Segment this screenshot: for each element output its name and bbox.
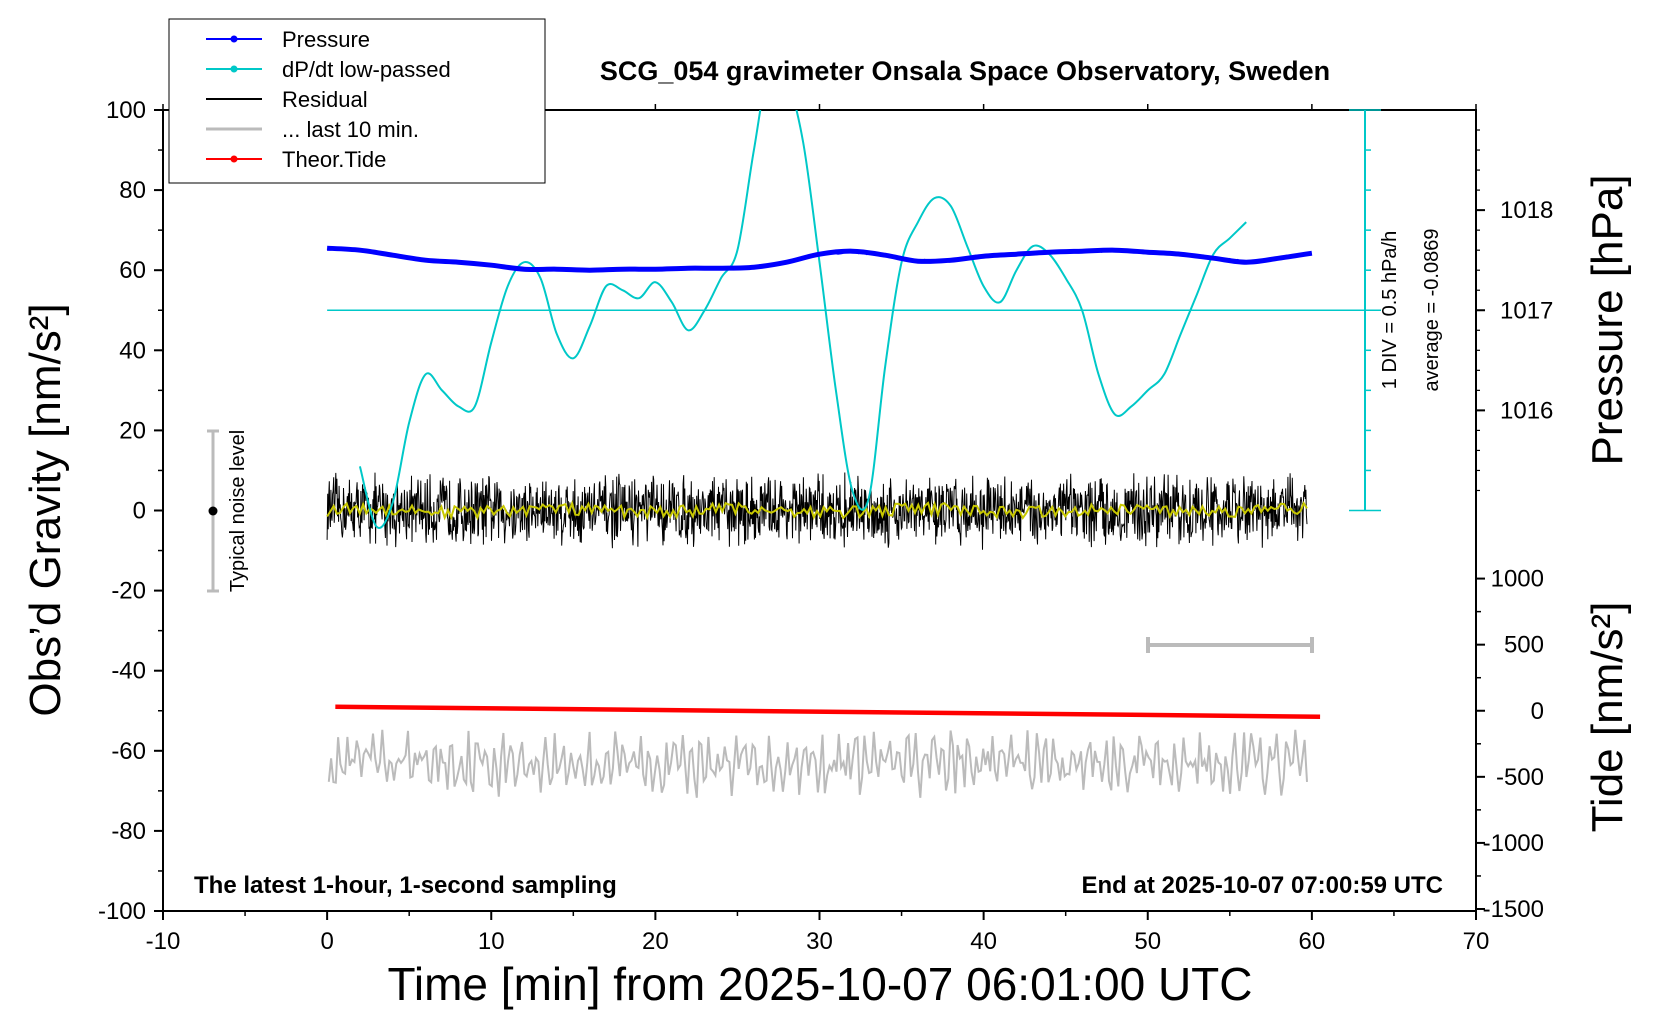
gravity-tick-label: 40 bbox=[119, 337, 146, 364]
dpdt-scale-label: 1 DIV = 0.5 hPa/h bbox=[1379, 231, 1401, 389]
x-tick-label: 30 bbox=[806, 928, 833, 955]
series-layer bbox=[326, 110, 1381, 798]
tide-tick-label: 500 bbox=[1504, 632, 1544, 659]
tide-tick-label: -500 bbox=[1496, 764, 1544, 791]
gravity-tick-label: -80 bbox=[111, 818, 146, 845]
gravity-tick-label: -60 bbox=[111, 738, 146, 765]
last-10-min-line bbox=[327, 729, 1308, 798]
typical-noise-marker bbox=[207, 429, 219, 593]
residual-smoothed-line bbox=[326, 500, 1308, 521]
x-axis-label: Time [min] from 2025-10-07 06:01:00 UTC bbox=[388, 958, 1253, 1010]
x-axis-ticks: -10 0 10 20 30 40 50 60 70 bbox=[146, 104, 1490, 955]
gravity-tick-label: -20 bbox=[111, 578, 146, 605]
gravity-axis-label: Obs’d Gravity [nm/s²] bbox=[21, 303, 70, 716]
x-tick-label: 40 bbox=[970, 928, 997, 955]
gravity-tick-label: -40 bbox=[111, 658, 146, 685]
x-tick-label: -10 bbox=[146, 928, 181, 955]
tide-axis-ticks: 1000 500 0 -500 -1000 -1500 bbox=[1476, 566, 1544, 923]
gravity-tick-label: -100 bbox=[98, 898, 146, 925]
pressure-tick-label: 1018 bbox=[1500, 197, 1553, 224]
legend-marker bbox=[230, 155, 238, 163]
gravity-tick-label: 60 bbox=[119, 257, 146, 284]
pressure-axis-ticks: 1018 1017 1016 bbox=[1476, 129, 1553, 492]
legend-marker bbox=[230, 65, 238, 73]
pressure-jitter-line bbox=[326, 246, 1312, 272]
bottom-right-note: End at 2025-10-07 07:00:59 UTC bbox=[1082, 872, 1444, 899]
gravity-tick-label: 100 bbox=[106, 97, 146, 124]
residual-line bbox=[326, 472, 1308, 550]
tide-tick-label: 1000 bbox=[1491, 566, 1544, 593]
x-tick-label: 70 bbox=[1463, 928, 1490, 955]
legend-label: ... last 10 min. bbox=[282, 117, 419, 142]
tide-tick-label: -1000 bbox=[1483, 830, 1544, 857]
legend-marker bbox=[230, 35, 238, 43]
theor-tide-line bbox=[335, 704, 1321, 719]
dpdt-average-label: average = -0.0869 bbox=[1421, 229, 1443, 392]
legend-label: Residual bbox=[282, 87, 368, 112]
noise-label: Typical noise level bbox=[227, 430, 249, 592]
x-tick-label: 10 bbox=[478, 928, 505, 955]
gravity-tick-label: 0 bbox=[133, 498, 146, 525]
gravity-tick-label: 80 bbox=[119, 177, 146, 204]
tide-tick-label: 0 bbox=[1531, 698, 1544, 725]
pressure-tick-label: 1016 bbox=[1500, 397, 1553, 424]
bottom-left-note: The latest 1-hour, 1-second sampling bbox=[194, 872, 617, 899]
legend-box bbox=[168, 18, 546, 184]
chart-title: SCG_054 gravimeter Onsala Space Observat… bbox=[600, 56, 1330, 86]
legend-entries: Pressure dP/dt low-passed Residual ... last… bbox=[206, 27, 451, 172]
x-tick-label: 50 bbox=[1134, 928, 1161, 955]
ten-minute-scale-bar bbox=[1146, 637, 1314, 653]
legend-label: Pressure bbox=[282, 27, 370, 52]
pressure-axis-label: Pressure [hPa] bbox=[1583, 174, 1632, 465]
gravity-tick-label: 20 bbox=[119, 417, 146, 444]
x-tick-label: 0 bbox=[320, 928, 333, 955]
x-tick-label: 20 bbox=[642, 928, 669, 955]
x-tick-label: 60 bbox=[1299, 928, 1326, 955]
pressure-tick-label: 1017 bbox=[1500, 297, 1553, 324]
tide-axis-label: Tide [nm/s²] bbox=[1583, 602, 1632, 833]
legend-label: Theor.Tide bbox=[282, 147, 386, 172]
dpdt-line bbox=[358, 110, 1247, 529]
gravity-axis-ticks: 100 80 60 40 20 0 -20 -40 -60 -80 -100 bbox=[98, 97, 163, 925]
legend: Pressure dP/dt low-passed Residual ... last… bbox=[168, 18, 546, 184]
legend-label: dP/dt low-passed bbox=[282, 57, 451, 82]
tide-tick-label: -1500 bbox=[1483, 896, 1544, 923]
